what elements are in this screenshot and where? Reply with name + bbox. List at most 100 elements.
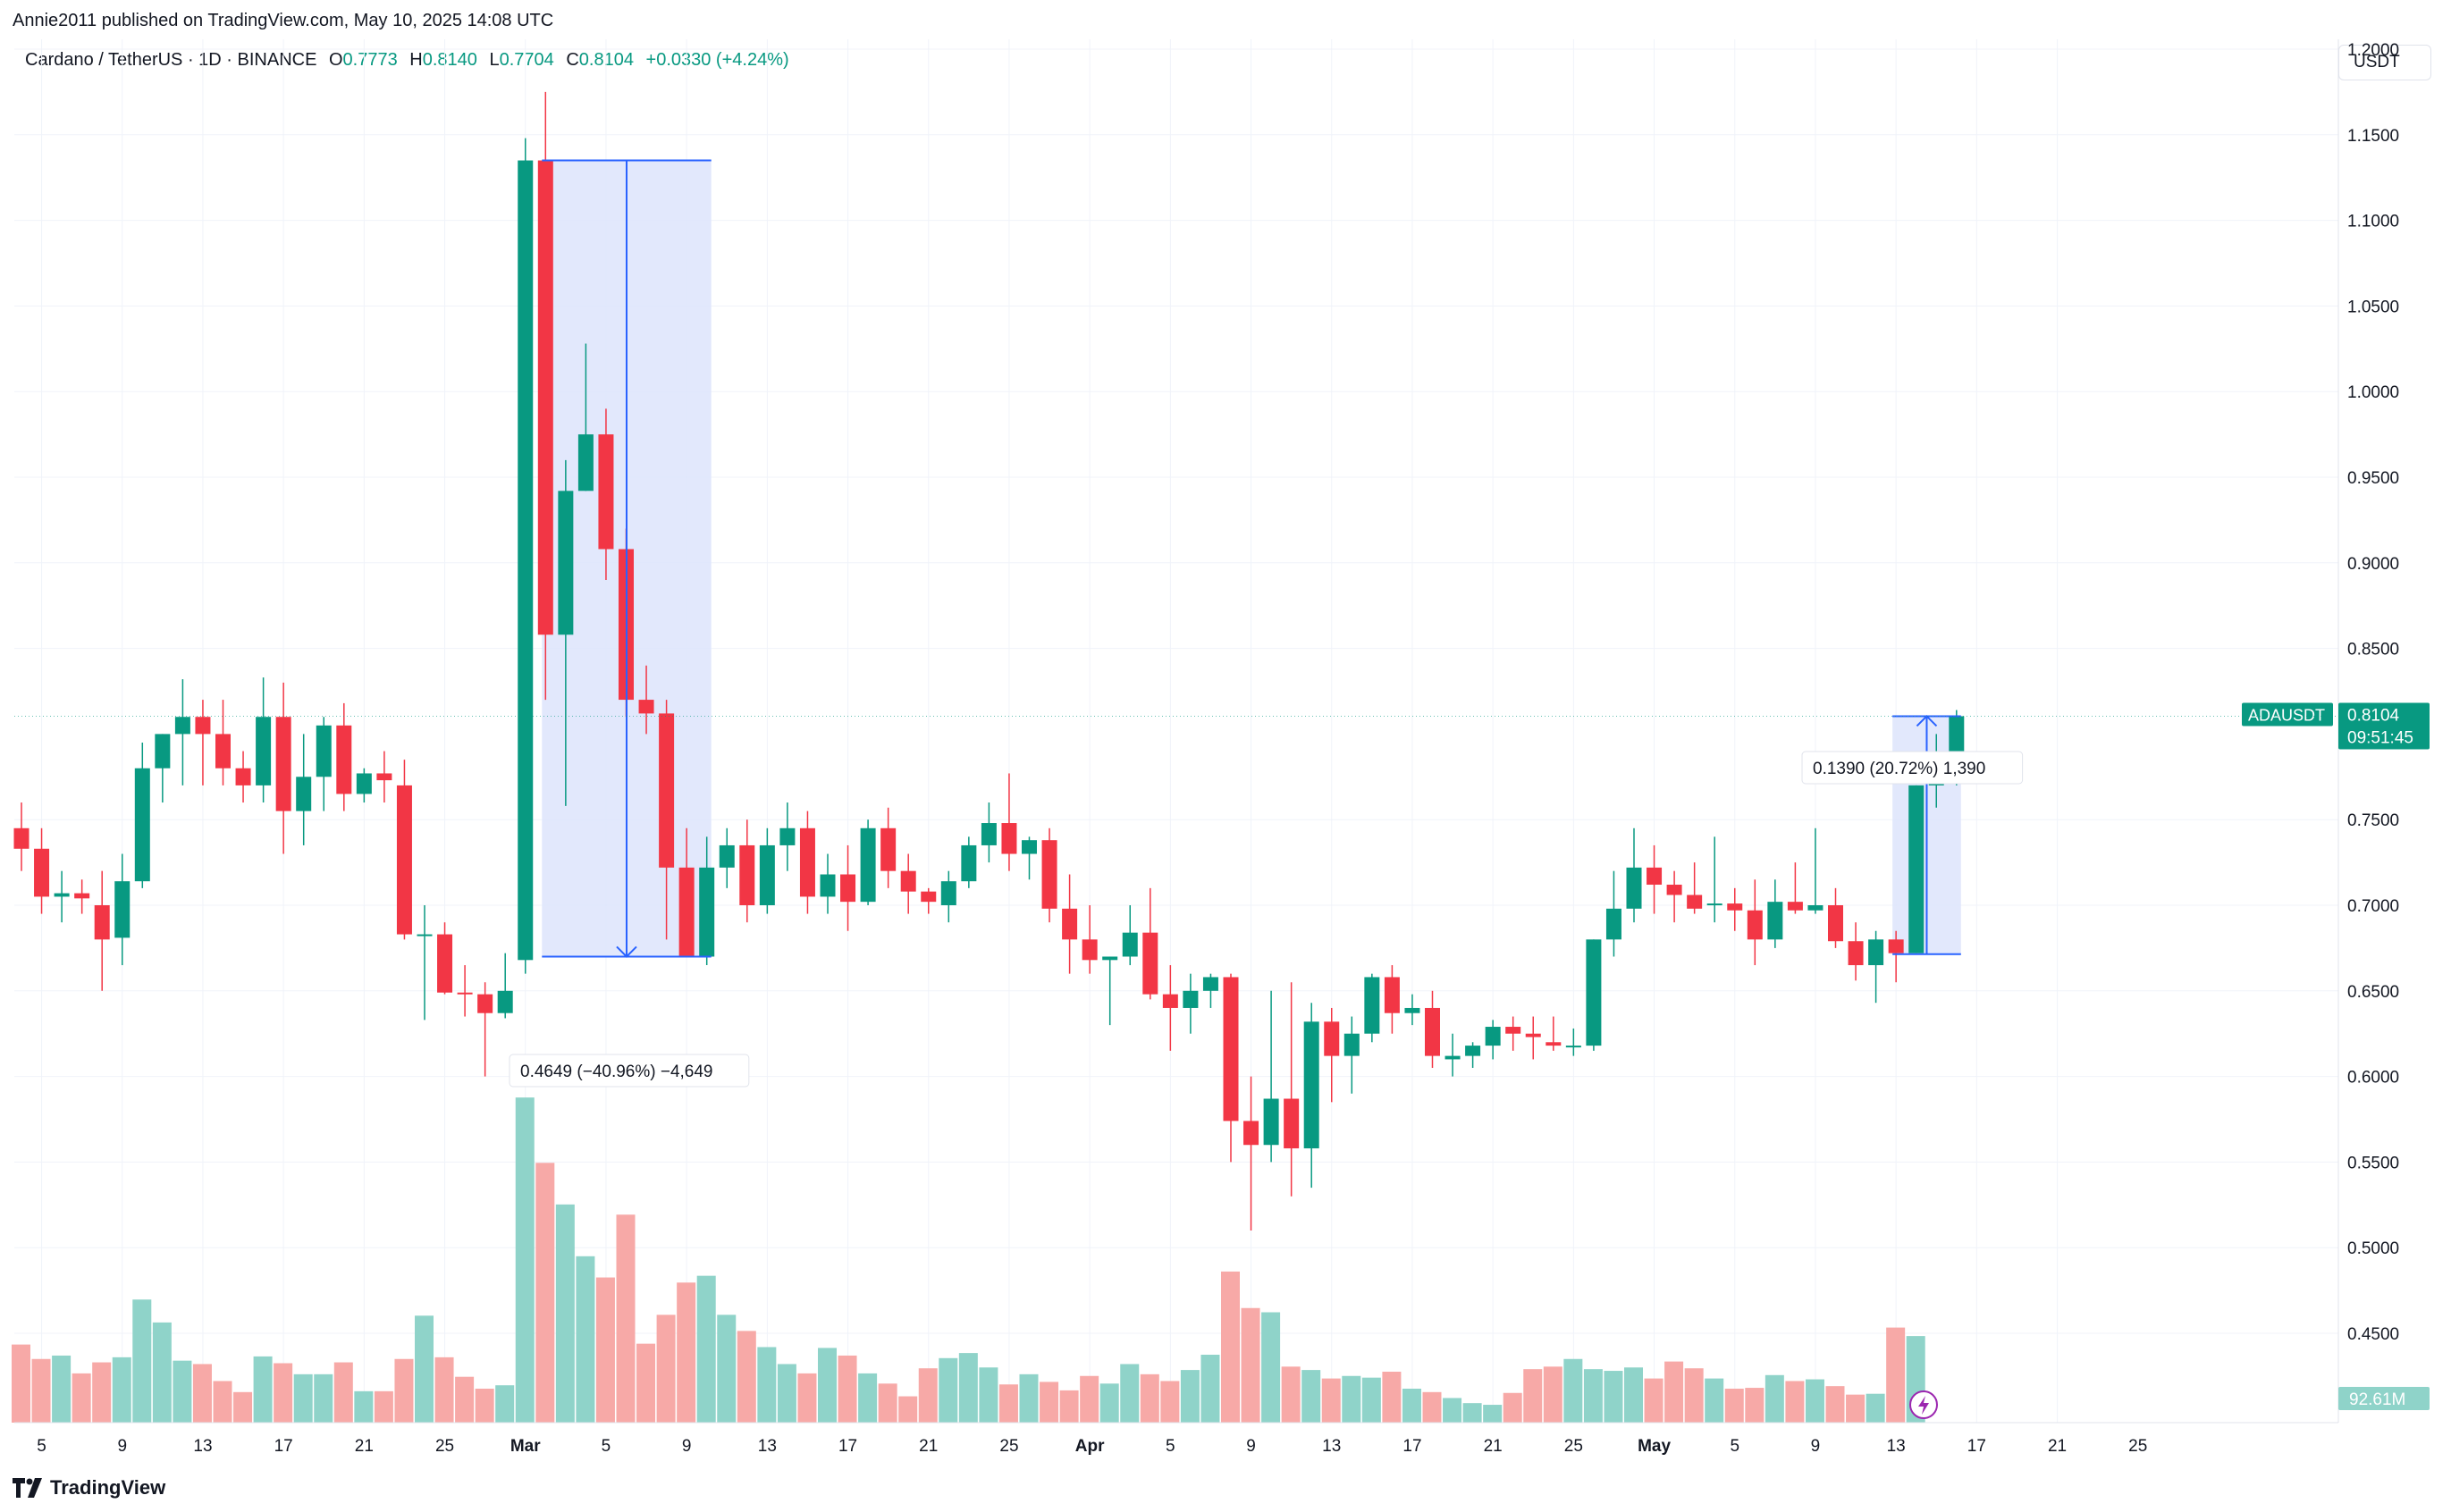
time-tick-label: 25 [999,1437,1018,1456]
candle-body [840,875,855,903]
candle-body [1203,977,1218,990]
volume-bar [1322,1379,1341,1423]
measure-label-rise: 0.1390 (20.72%) 1,390 [1813,760,1985,778]
volume-bar [476,1389,494,1423]
candle-body [1465,1046,1480,1055]
candle-body [1304,1021,1319,1148]
price-tick-label: 1.1500 [2347,127,2399,146]
volume-bar [1544,1366,1562,1423]
candle-body [1324,1021,1339,1055]
volume-bar [1523,1369,1542,1423]
volume-bar [979,1367,998,1423]
candle-body [498,991,513,1013]
volume-bar [1624,1367,1643,1423]
candle-body [1425,1008,1440,1056]
volume-bar [1200,1355,1219,1423]
volume-bar [797,1373,816,1423]
volume-bar [1463,1403,1482,1423]
candle-body [397,785,412,935]
candle-body [195,717,210,734]
footer-brand: TradingView [50,1476,165,1499]
tradingview-logo[interactable]: TradingView [13,1476,165,1499]
volume-bar [354,1391,373,1423]
measure-label-drop: 0.4649 (−40.96%) −4,649 [520,1063,713,1081]
candle-body [921,892,936,902]
time-tick-label: 25 [2128,1437,2147,1456]
candle-body [760,845,775,905]
candle-body [1627,868,1642,909]
volume-bar [415,1315,434,1423]
candle-body [114,881,130,937]
time-tick-label: 9 [682,1437,692,1456]
candle-body [639,700,654,713]
volume-bar [717,1315,736,1423]
volume-bar [113,1357,131,1423]
candle-body [1284,1099,1299,1149]
time-tick-label: Apr [1075,1437,1105,1456]
volume-bar [818,1348,837,1423]
volume-bar [556,1205,575,1423]
volume-bar [1242,1308,1260,1423]
volume-bar [1785,1381,1804,1423]
time-tick-label: 25 [435,1437,454,1456]
candle-body [659,713,674,867]
volume-bar [12,1345,30,1423]
candle-body [1022,840,1037,853]
volume-bar [214,1381,232,1423]
time-tick-label: 17 [274,1437,293,1456]
candle-body [95,905,110,939]
candle-body [1828,905,1843,941]
volume-bar [92,1363,111,1423]
volume-bar [1806,1380,1824,1423]
volume-bar [838,1356,857,1423]
candle-body [1667,885,1682,895]
tradingview-logo-icon [13,1478,43,1498]
volume-bar [334,1363,353,1423]
volume-bar [1382,1372,1401,1423]
candle-body [1566,1046,1581,1047]
volume-bar [636,1344,655,1423]
volume-bar [1160,1381,1179,1423]
price-tick-label: 0.9000 [2347,555,2399,574]
candle-body [538,161,553,635]
volume-bar [879,1383,897,1423]
candle-body [1224,977,1239,1121]
candle-body [1889,939,1904,953]
candle-body [558,491,573,634]
volume-bar [455,1377,474,1423]
volume-bar [1020,1374,1039,1423]
time-tick-label: 21 [1484,1437,1503,1456]
candle-body [1102,956,1117,960]
volume-bar [1563,1359,1582,1423]
price-tick-label: 0.7000 [2347,897,2399,916]
time-tick-label: 13 [193,1437,212,1456]
time-tick-label: 13 [1887,1437,1906,1456]
volume-bar [314,1374,333,1423]
candle-body [1486,1027,1501,1046]
candle-body [821,875,836,897]
volume-bar [1342,1376,1360,1423]
volume-bar [1725,1389,1744,1423]
time-tick-label: Mar [510,1437,541,1456]
candle-body [1001,823,1016,853]
price-tick-label: 0.8500 [2347,641,2399,659]
time-tick-label: 13 [1322,1437,1341,1456]
volume-bar [254,1357,273,1423]
volume-value-label: 92.61M [2349,1390,2405,1409]
volume-bar [999,1384,1018,1423]
volume-bar [657,1315,676,1423]
candle-body [1748,911,1763,940]
price-axis: 1.20001.15001.10001.05001.00000.95000.90… [2242,39,2430,1423]
candle-body [1908,785,1924,953]
candle-body [256,717,271,785]
volume-bar [1645,1379,1663,1423]
candle-body [74,894,89,899]
candle-body [901,871,916,892]
price-tick-label: 1.0000 [2347,383,2399,402]
time-tick-label: 5 [602,1437,611,1456]
volume-bar [697,1276,716,1423]
price-tick-label: 1.1000 [2347,213,2399,231]
volume-bar [1483,1405,1502,1423]
volume-bar [1080,1376,1099,1423]
